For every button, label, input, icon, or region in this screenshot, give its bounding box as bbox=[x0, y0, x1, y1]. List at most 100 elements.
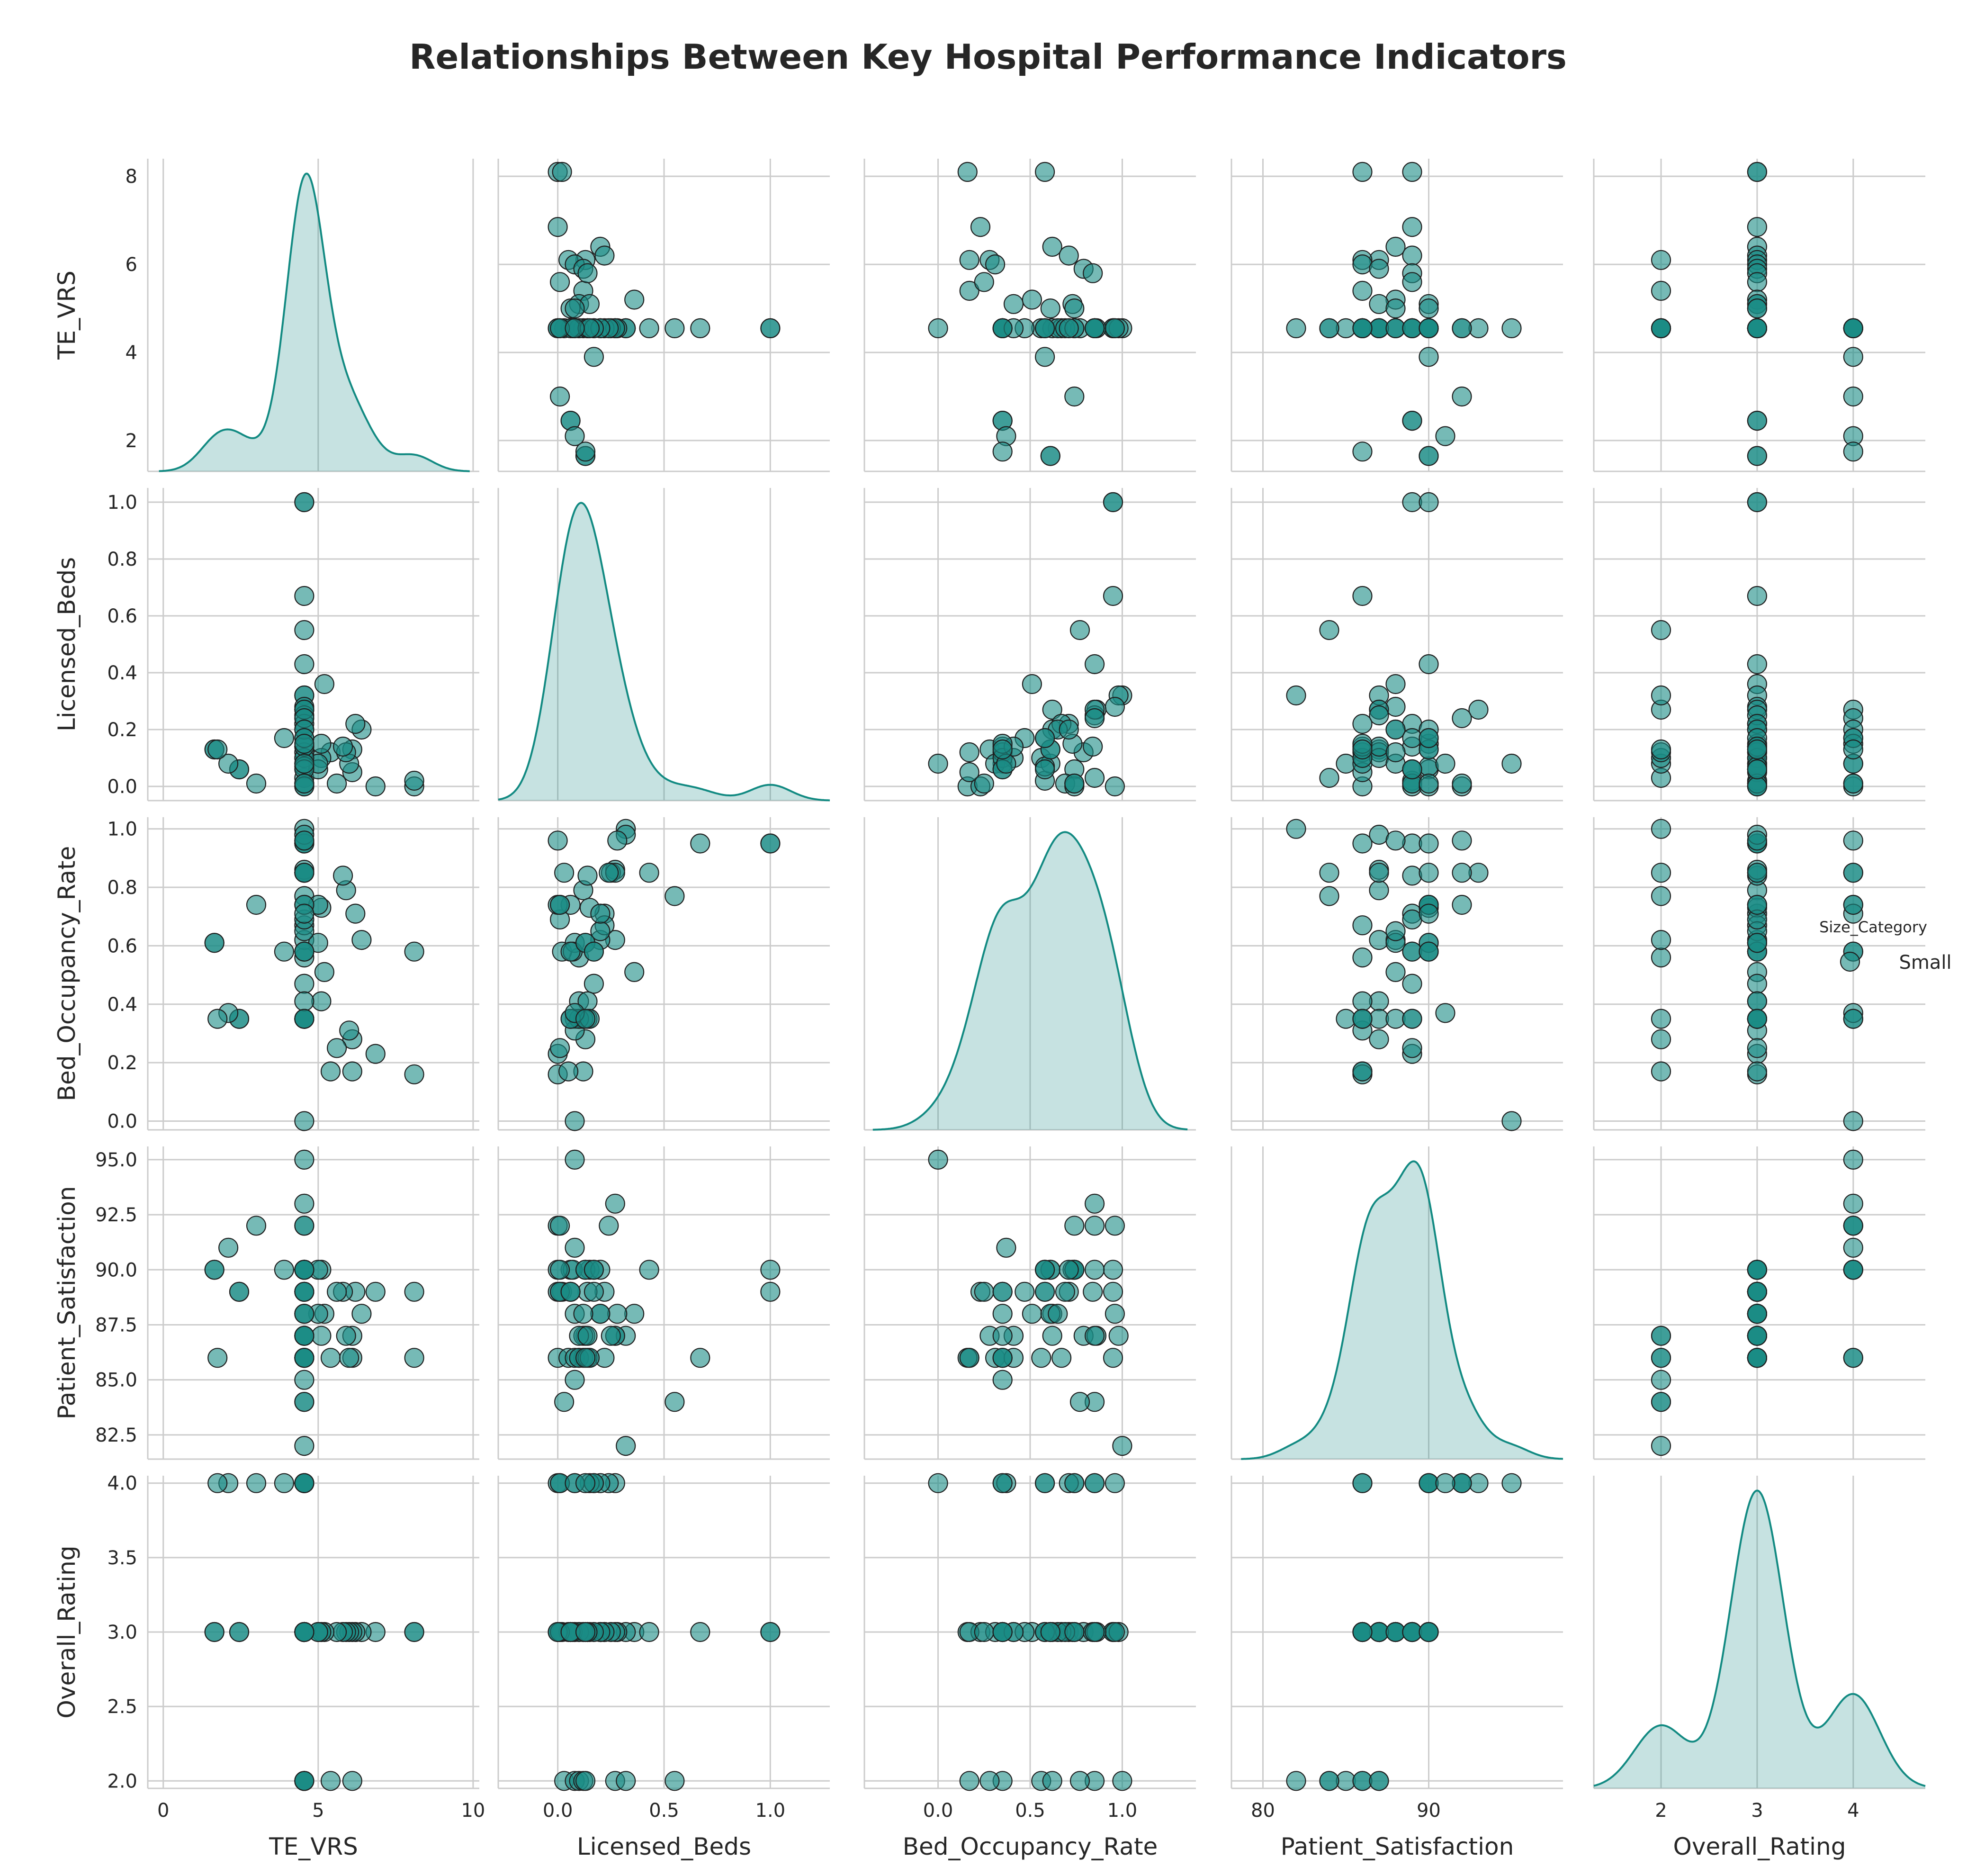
scatter-point bbox=[1352, 1009, 1373, 1029]
scatter-point bbox=[639, 318, 659, 339]
x-axis-label-bed-occupancy-rate: Bed_Occupancy_Rate bbox=[903, 1833, 1158, 1860]
scatter-point bbox=[1419, 347, 1439, 367]
pairplot-panels bbox=[147, 159, 1926, 1791]
scatter-point bbox=[1651, 819, 1671, 839]
scatter-point bbox=[1352, 318, 1373, 339]
scatter-point bbox=[549, 386, 570, 407]
scatter-point bbox=[1051, 1348, 1072, 1368]
x-tick-label: 80 bbox=[1251, 1800, 1275, 1822]
scatter-point bbox=[1112, 1771, 1132, 1791]
x-axis-label-licensed-beds: Licensed_Beds bbox=[577, 1833, 751, 1860]
y-tick-label: 4 bbox=[126, 342, 137, 364]
y-tick-label: 3.0 bbox=[107, 1622, 137, 1643]
scatter-point bbox=[1747, 162, 1767, 182]
panel-bed-occupancy-rate-vs-te-vrs bbox=[147, 817, 479, 1131]
scatter-point bbox=[294, 1771, 314, 1791]
scatter-point bbox=[1651, 1009, 1671, 1029]
scatter-point bbox=[1022, 674, 1042, 694]
scatter-point bbox=[311, 733, 332, 754]
scatter-point bbox=[1369, 863, 1389, 883]
scatter-point bbox=[639, 1260, 659, 1280]
scatter-point bbox=[1419, 1622, 1439, 1642]
scatter-point bbox=[1419, 318, 1439, 339]
panel-bed-occupancy-rate-vs-licensed-beds bbox=[497, 817, 830, 1131]
scatter-point bbox=[616, 1436, 636, 1456]
x-tick-label: 0.0 bbox=[923, 1800, 953, 1822]
scatter-point bbox=[320, 1061, 341, 1082]
scatter-point bbox=[365, 1281, 386, 1302]
panel-bed-occupancy-rate-vs-overall-rating bbox=[1593, 817, 1925, 1131]
scatter-point bbox=[1064, 386, 1085, 407]
scatter-point bbox=[1085, 1326, 1105, 1346]
scatter-point bbox=[1105, 776, 1125, 797]
scatter-point bbox=[639, 1622, 659, 1642]
scatter-point bbox=[665, 1771, 685, 1791]
x-tick-label: 0.5 bbox=[1015, 1800, 1045, 1822]
scatter-point bbox=[575, 1348, 596, 1368]
kde-line-overall-rating bbox=[1593, 1489, 1926, 1787]
y-tick-label: 0.4 bbox=[107, 994, 137, 1016]
scatter-point bbox=[1352, 442, 1373, 462]
scatter-point bbox=[624, 289, 645, 310]
y-tick-label: 0.6 bbox=[107, 935, 137, 957]
scatter-point bbox=[549, 1216, 570, 1236]
scatter-point bbox=[1747, 492, 1767, 513]
scatter-point bbox=[1105, 1304, 1125, 1324]
scatter-point bbox=[342, 1061, 362, 1082]
scatter-point bbox=[345, 903, 366, 924]
x-tick-label: 1.0 bbox=[1107, 1800, 1138, 1822]
scatter-point bbox=[294, 1436, 314, 1456]
scatter-point bbox=[1064, 1622, 1085, 1642]
panel-overall-rating-vs-bed-occupancy-rate bbox=[863, 1473, 1196, 1791]
x-tick-label: 0 bbox=[157, 1800, 169, 1822]
y-axis-label-patient-satisfaction: Patient_Satisfaction bbox=[53, 1186, 81, 1420]
scatter-point bbox=[1419, 298, 1439, 319]
scatter-point bbox=[365, 1044, 386, 1064]
scatter-point bbox=[1369, 259, 1389, 279]
scatter-point bbox=[218, 1237, 239, 1258]
y-axis-label-overall-rating: Overall_Rating bbox=[53, 1546, 81, 1719]
kde-line-patient-satisfaction bbox=[1241, 1160, 1563, 1460]
scatter-point bbox=[565, 1149, 585, 1170]
x-tick-label: 0.5 bbox=[649, 1800, 679, 1822]
scatter-point bbox=[584, 941, 604, 962]
scatter-point bbox=[665, 1392, 685, 1412]
scatter-point bbox=[575, 1622, 596, 1642]
scatter-point bbox=[577, 1326, 598, 1346]
scatter-point bbox=[1747, 991, 1767, 1011]
kde-line-bed-occupancy-rate bbox=[872, 831, 1188, 1131]
scatter-point bbox=[605, 1193, 625, 1214]
scatter-point bbox=[594, 245, 615, 266]
y-axis-label-te-vrs: TE_VRS bbox=[53, 271, 81, 360]
panel-patient-satisfaction-vs-bed-occupancy-rate bbox=[863, 1146, 1196, 1460]
scatter-point bbox=[957, 162, 978, 182]
scatter-point bbox=[1352, 586, 1373, 606]
scatter-point bbox=[974, 272, 994, 292]
panel-bed-occupancy-rate-vs-patient-satisfaction bbox=[1231, 817, 1563, 1131]
scatter-point bbox=[1419, 446, 1439, 466]
x-tick-label: 3 bbox=[1751, 1800, 1763, 1822]
scatter-point bbox=[552, 162, 572, 182]
x-tick-label: 2 bbox=[1655, 1800, 1667, 1822]
scatter-point bbox=[1843, 1348, 1863, 1368]
scatter-point bbox=[1651, 1392, 1671, 1412]
chart-title: Relationships Between Key Hospital Perfo… bbox=[409, 37, 1567, 77]
scatter-point bbox=[1435, 1473, 1455, 1493]
scatter-point bbox=[1352, 713, 1373, 734]
scatter-point bbox=[207, 739, 228, 760]
scatter-point bbox=[565, 318, 585, 339]
scatter-point bbox=[1085, 1260, 1105, 1280]
scatter-point bbox=[974, 1622, 994, 1642]
scatter-point bbox=[332, 736, 353, 757]
scatter-point bbox=[1369, 294, 1389, 314]
scatter-point bbox=[1843, 1149, 1863, 1170]
scatter-point bbox=[1501, 318, 1522, 339]
scatter-point bbox=[1747, 298, 1767, 319]
y-tick-label: 2.0 bbox=[107, 1770, 137, 1792]
scatter-point bbox=[294, 733, 314, 754]
scatter-point bbox=[970, 217, 991, 237]
scatter-point bbox=[404, 770, 424, 791]
panel-te-vrs-vs-te-vrs bbox=[147, 159, 479, 472]
scatter-point bbox=[294, 830, 314, 851]
scatter-point bbox=[959, 250, 979, 270]
